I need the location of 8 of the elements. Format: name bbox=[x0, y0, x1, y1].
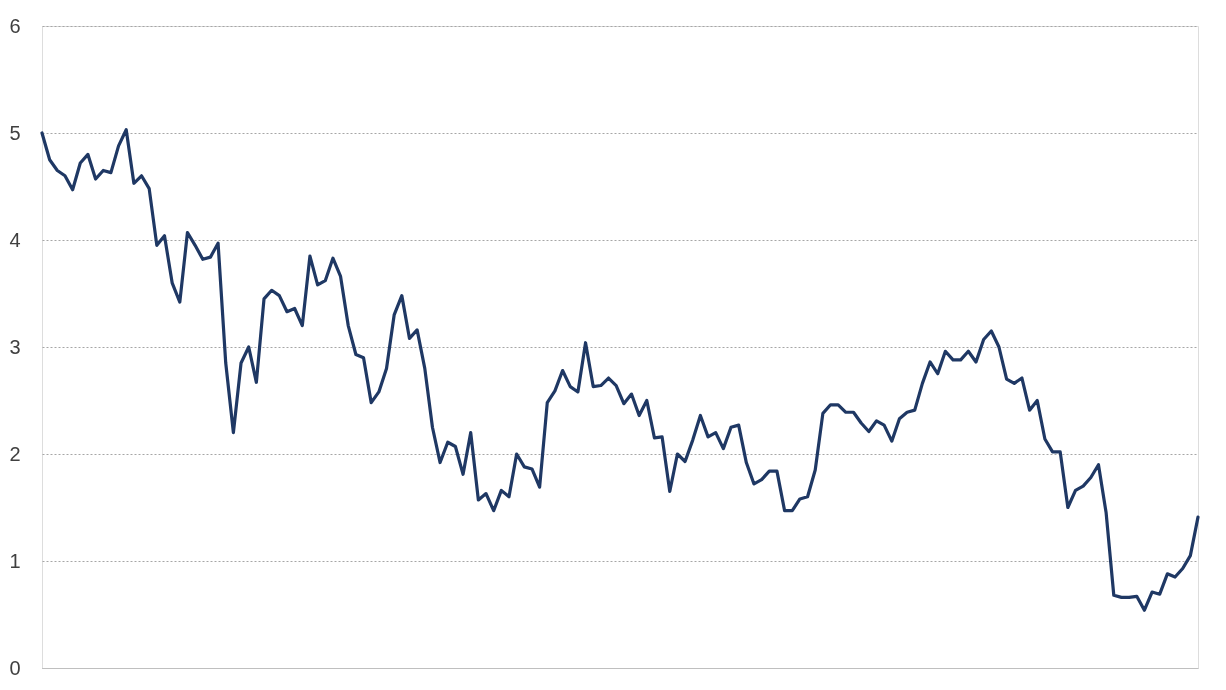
y-tick-label: 2 bbox=[9, 442, 21, 465]
y-tick-label: 4 bbox=[9, 228, 21, 251]
y-tick-label: 5 bbox=[9, 121, 21, 144]
line-series bbox=[40, 128, 1200, 612]
y-tick-label: 3 bbox=[9, 335, 21, 358]
y-tick-label: 1 bbox=[9, 549, 21, 572]
y-tick-label: 0 bbox=[9, 656, 21, 679]
y-tick-label: 6 bbox=[9, 14, 21, 37]
